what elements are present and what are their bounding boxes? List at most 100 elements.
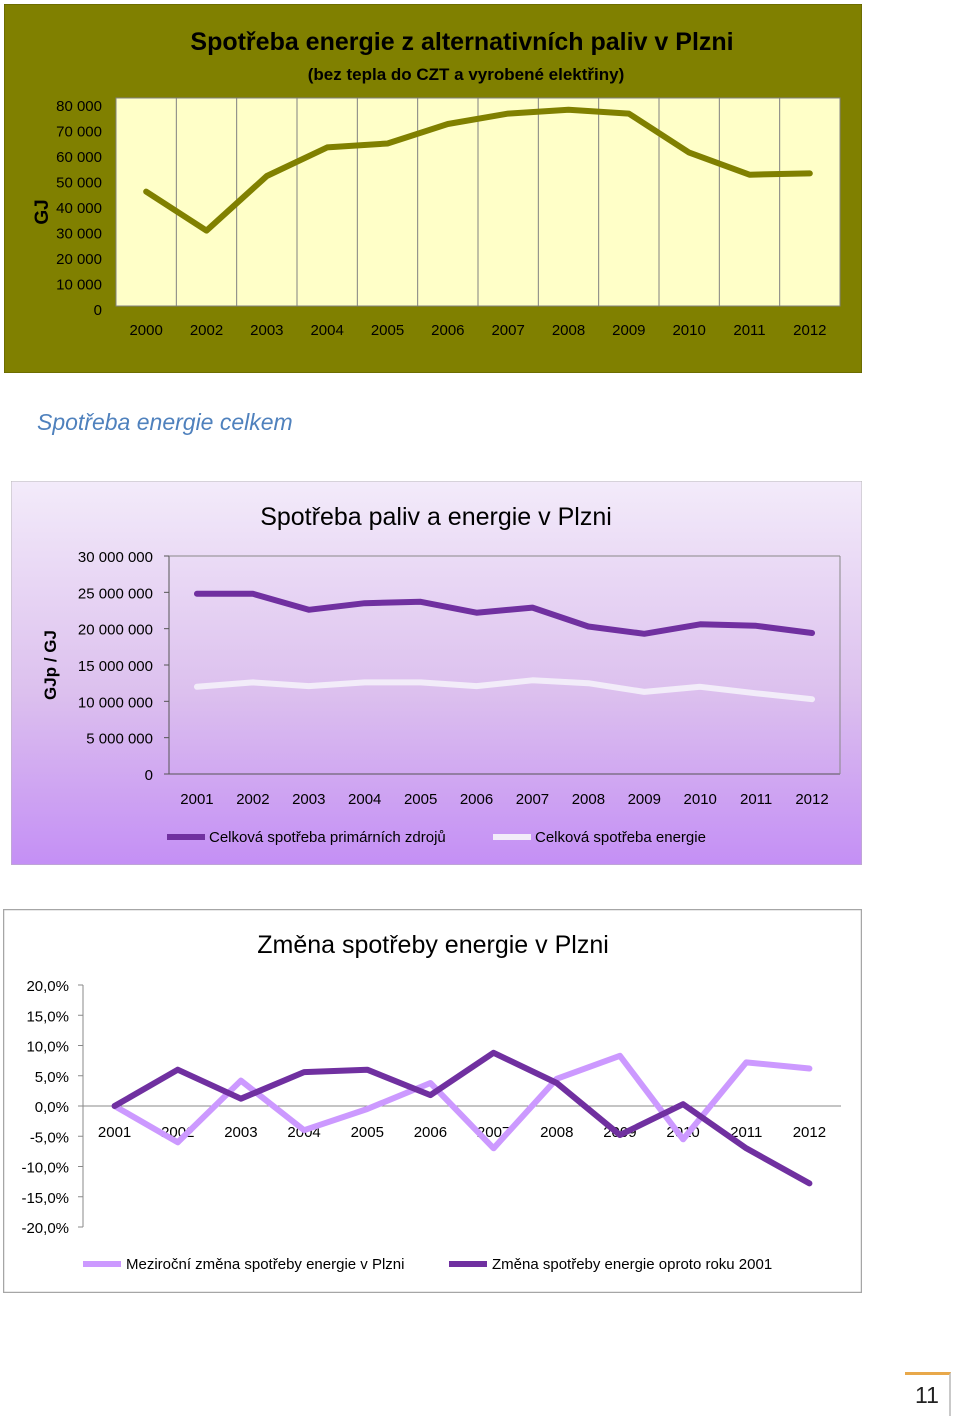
x-tick-label: 2006 bbox=[431, 322, 464, 339]
data-point bbox=[307, 684, 311, 688]
consumption-change-chart: Změna spotřeby energie v Plzni 20,0% 15,0%… bbox=[2, 908, 863, 1294]
data-point bbox=[807, 1066, 811, 1070]
data-point bbox=[698, 622, 702, 626]
y-tick-label: -5,0% bbox=[30, 1129, 69, 1146]
x-tick-label: 2003 bbox=[250, 322, 283, 339]
x-tick-label: 2002 bbox=[190, 322, 223, 339]
y-axis-label: GJ bbox=[32, 199, 53, 224]
data-point bbox=[475, 684, 479, 688]
data-point bbox=[627, 112, 631, 116]
y-tick-label: 40 000 bbox=[56, 200, 102, 217]
legend-label: Celková spotřeba primárních zdrojů bbox=[209, 829, 446, 846]
data-point bbox=[307, 608, 311, 612]
y-tick-label: 10 000 bbox=[56, 277, 102, 294]
x-tick-label: 2000 bbox=[129, 322, 162, 339]
data-point bbox=[698, 685, 702, 689]
x-tick-label: 2001 bbox=[98, 1124, 131, 1141]
data-point bbox=[144, 190, 148, 194]
y-tick-label: 5,0% bbox=[35, 1069, 69, 1086]
data-point bbox=[446, 122, 450, 126]
y-tick-label: 0,0% bbox=[35, 1099, 69, 1116]
x-tick-label: 2012 bbox=[793, 322, 826, 339]
data-point bbox=[618, 1054, 622, 1058]
data-point bbox=[176, 1068, 180, 1072]
x-tick-label: 2003 bbox=[292, 791, 325, 808]
legend: Celková spotřeba primárních zdrojů Celkov… bbox=[167, 829, 706, 846]
data-point bbox=[302, 1128, 306, 1132]
data-point bbox=[365, 1107, 369, 1111]
data-point bbox=[428, 1081, 432, 1085]
data-point bbox=[239, 1097, 243, 1101]
chart-title: Změna spotřeby energie v Plzni bbox=[257, 931, 609, 959]
y-tick-label: -20,0% bbox=[21, 1220, 69, 1237]
data-point bbox=[265, 174, 269, 178]
legend-label: Meziroční změna spotřeby energie v Plzni bbox=[126, 1256, 404, 1273]
data-point bbox=[475, 611, 479, 615]
data-point bbox=[176, 1140, 180, 1144]
data-point bbox=[205, 229, 208, 233]
data-point bbox=[492, 1051, 496, 1055]
y-tick-label: 50 000 bbox=[56, 175, 102, 192]
data-point bbox=[642, 632, 646, 636]
x-tick-label: 2009 bbox=[628, 791, 661, 808]
y-tick-label: 5 000 000 bbox=[86, 731, 153, 748]
x-tick-label: 2008 bbox=[552, 322, 585, 339]
data-point bbox=[754, 624, 758, 628]
legend-label: Celková spotřeba energie bbox=[535, 829, 706, 846]
data-point bbox=[530, 678, 534, 682]
chart-title: Spotřeba paliv a energie v Plzni bbox=[260, 503, 612, 531]
y-tick-label: 15 000 000 bbox=[78, 658, 153, 675]
data-point bbox=[681, 1102, 685, 1106]
y-tick-label: -15,0% bbox=[21, 1190, 69, 1207]
data-point bbox=[195, 592, 199, 596]
y-tick-label: 25 000 000 bbox=[78, 585, 153, 602]
x-tick-label: 2001 bbox=[180, 791, 213, 808]
grid-lines bbox=[175, 98, 781, 306]
y-tick-label: 70 000 bbox=[56, 124, 102, 141]
energy-consumption-chart-panel: Spotřeba paliv a energie v Plzni GJp / GJ… bbox=[10, 480, 863, 866]
energy-consumption-chart: Spotřeba paliv a energie v Plzni GJp / GJ… bbox=[10, 480, 863, 866]
data-point bbox=[810, 697, 814, 701]
data-point bbox=[744, 1146, 748, 1150]
y-tick-label: 10,0% bbox=[26, 1039, 69, 1056]
plot-border bbox=[115, 97, 841, 307]
x-tick-label: 2002 bbox=[236, 791, 269, 808]
x-tick-label: 2003 bbox=[224, 1124, 257, 1141]
data-point bbox=[748, 173, 751, 177]
y-axis-label: GJp / GJ bbox=[41, 630, 60, 700]
data-point bbox=[808, 171, 812, 175]
data-point bbox=[586, 624, 590, 628]
section-heading: Spotřeba energie celkem bbox=[37, 409, 293, 435]
y-tick-label: 60 000 bbox=[56, 149, 102, 166]
y-tick-label: 80 000 bbox=[56, 98, 102, 115]
y-tick-label: 10 000 000 bbox=[78, 694, 153, 711]
chart-subtitle: (bez tepla do CZT a vyrobené elektřiny) bbox=[308, 65, 624, 84]
y-tick-label: 0 bbox=[145, 767, 153, 784]
data-point bbox=[239, 1079, 243, 1083]
y-tick-label: 30 000 000 bbox=[78, 549, 153, 566]
x-tick-label: 2011 bbox=[730, 1124, 762, 1141]
y-tick-label: 0 bbox=[94, 302, 102, 319]
legend: Meziroční změna spotřeby energie v Plzni… bbox=[83, 1256, 772, 1273]
x-tick-label: 2011 bbox=[740, 791, 772, 808]
x-tick-label: 2005 bbox=[404, 791, 437, 808]
x-tick-label: 2012 bbox=[795, 791, 828, 808]
chart-background bbox=[2, 908, 863, 1294]
series-line-vs-2001 bbox=[111, 1049, 813, 1187]
x-tick-label: 2008 bbox=[540, 1124, 573, 1141]
x-tick-label: 2011 bbox=[733, 322, 765, 339]
y-tick-label: 20,0% bbox=[26, 978, 69, 995]
data-point bbox=[251, 680, 255, 684]
y-tick-label: 30 000 bbox=[56, 226, 102, 243]
data-point bbox=[325, 145, 329, 149]
x-tick-label: 2010 bbox=[672, 322, 705, 339]
data-point bbox=[642, 690, 646, 694]
data-point bbox=[530, 606, 534, 610]
x-tick-label: 2009 bbox=[612, 322, 645, 339]
data-point bbox=[363, 680, 367, 684]
chart-title: Spotřeba energie z alternativních paliv … bbox=[190, 28, 733, 56]
data-point bbox=[681, 1137, 685, 1141]
x-tick-label: 2012 bbox=[793, 1124, 826, 1141]
data-point bbox=[428, 1093, 432, 1097]
x-tick-label: 2007 bbox=[516, 791, 549, 808]
